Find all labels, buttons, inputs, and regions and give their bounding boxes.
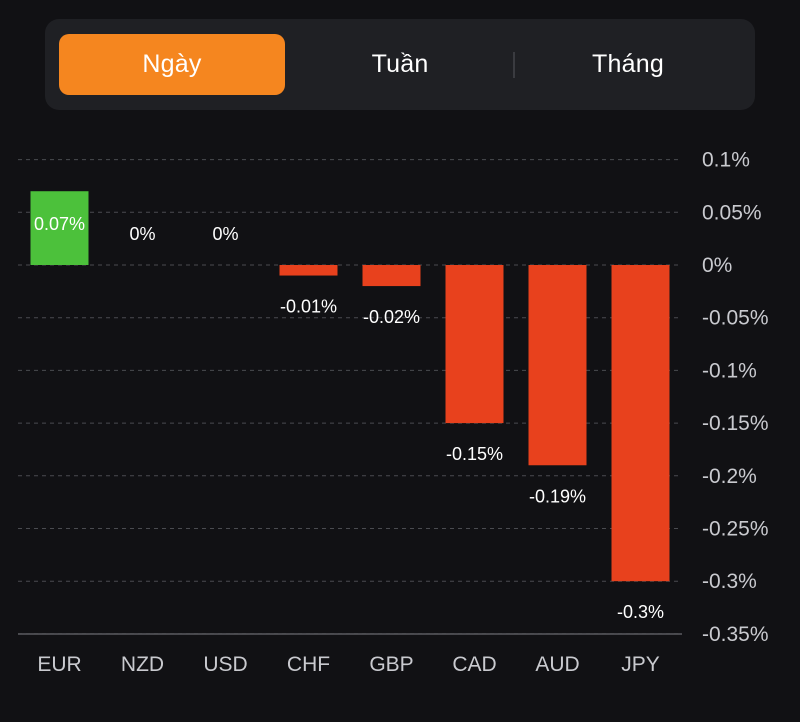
x-category-label: EUR — [37, 653, 81, 676]
x-axis-categories: EUR NZD USD CHF GBP CAD AUD JPY — [37, 653, 659, 676]
y-tick-label: -0.1% — [702, 359, 757, 382]
y-tick-label: -0.3% — [702, 570, 757, 593]
y-tick-label: -0.25% — [702, 518, 769, 541]
bars — [30, 191, 670, 582]
bar-eur[interactable] — [30, 191, 89, 265]
x-category-label: AUD — [535, 653, 579, 676]
x-category-label: GBP — [369, 653, 413, 676]
segment-divider — [513, 51, 515, 78]
data-label-gbp: -0.02% — [363, 307, 420, 327]
data-label-usd: 0% — [212, 224, 238, 244]
y-axis-ticks: 0.1% 0.05% 0% -0.05% -0.1% -0.15% -0.2% -0.25% -… — [702, 149, 769, 646]
bar-chf[interactable] — [279, 265, 338, 276]
data-label-nzd: 0% — [129, 224, 155, 244]
period-segmented-control: Ngày Tuần Tháng — [45, 19, 755, 110]
data-label-aud: -0.19% — [529, 486, 586, 506]
y-tick-label: -0.15% — [702, 412, 769, 435]
y-tick-label: -0.2% — [702, 465, 757, 488]
y-tick-label: -0.05% — [702, 307, 769, 330]
bar-gbp[interactable] — [362, 265, 421, 287]
data-label-cad: -0.15% — [446, 444, 503, 464]
bar-jpy[interactable] — [611, 265, 670, 582]
data-labels: 0.07% 0% 0% -0.01% -0.02% -0.15% -0.19% -0.3% — [34, 214, 664, 622]
x-category-label: NZD — [121, 653, 164, 676]
x-category-label: CAD — [452, 653, 496, 676]
y-tick-label: 0.05% — [702, 201, 762, 224]
data-label-jpy: -0.3% — [617, 602, 664, 622]
x-category-label: USD — [203, 653, 247, 676]
y-tick-label: 0% — [702, 254, 732, 277]
bar-cad[interactable] — [445, 265, 504, 424]
bar-aud[interactable] — [528, 265, 587, 466]
y-tick-label: -0.35% — [702, 623, 769, 646]
data-label-eur: 0.07% — [34, 214, 85, 234]
tab-day[interactable]: Ngày — [59, 34, 285, 95]
y-tick-label: 0.1% — [702, 149, 750, 172]
x-category-label: CHF — [287, 653, 330, 676]
tab-month[interactable]: Tháng — [592, 50, 664, 78]
tab-week[interactable]: Tuần — [371, 50, 429, 78]
data-label-chf: -0.01% — [280, 297, 337, 317]
x-category-label: JPY — [621, 653, 660, 676]
